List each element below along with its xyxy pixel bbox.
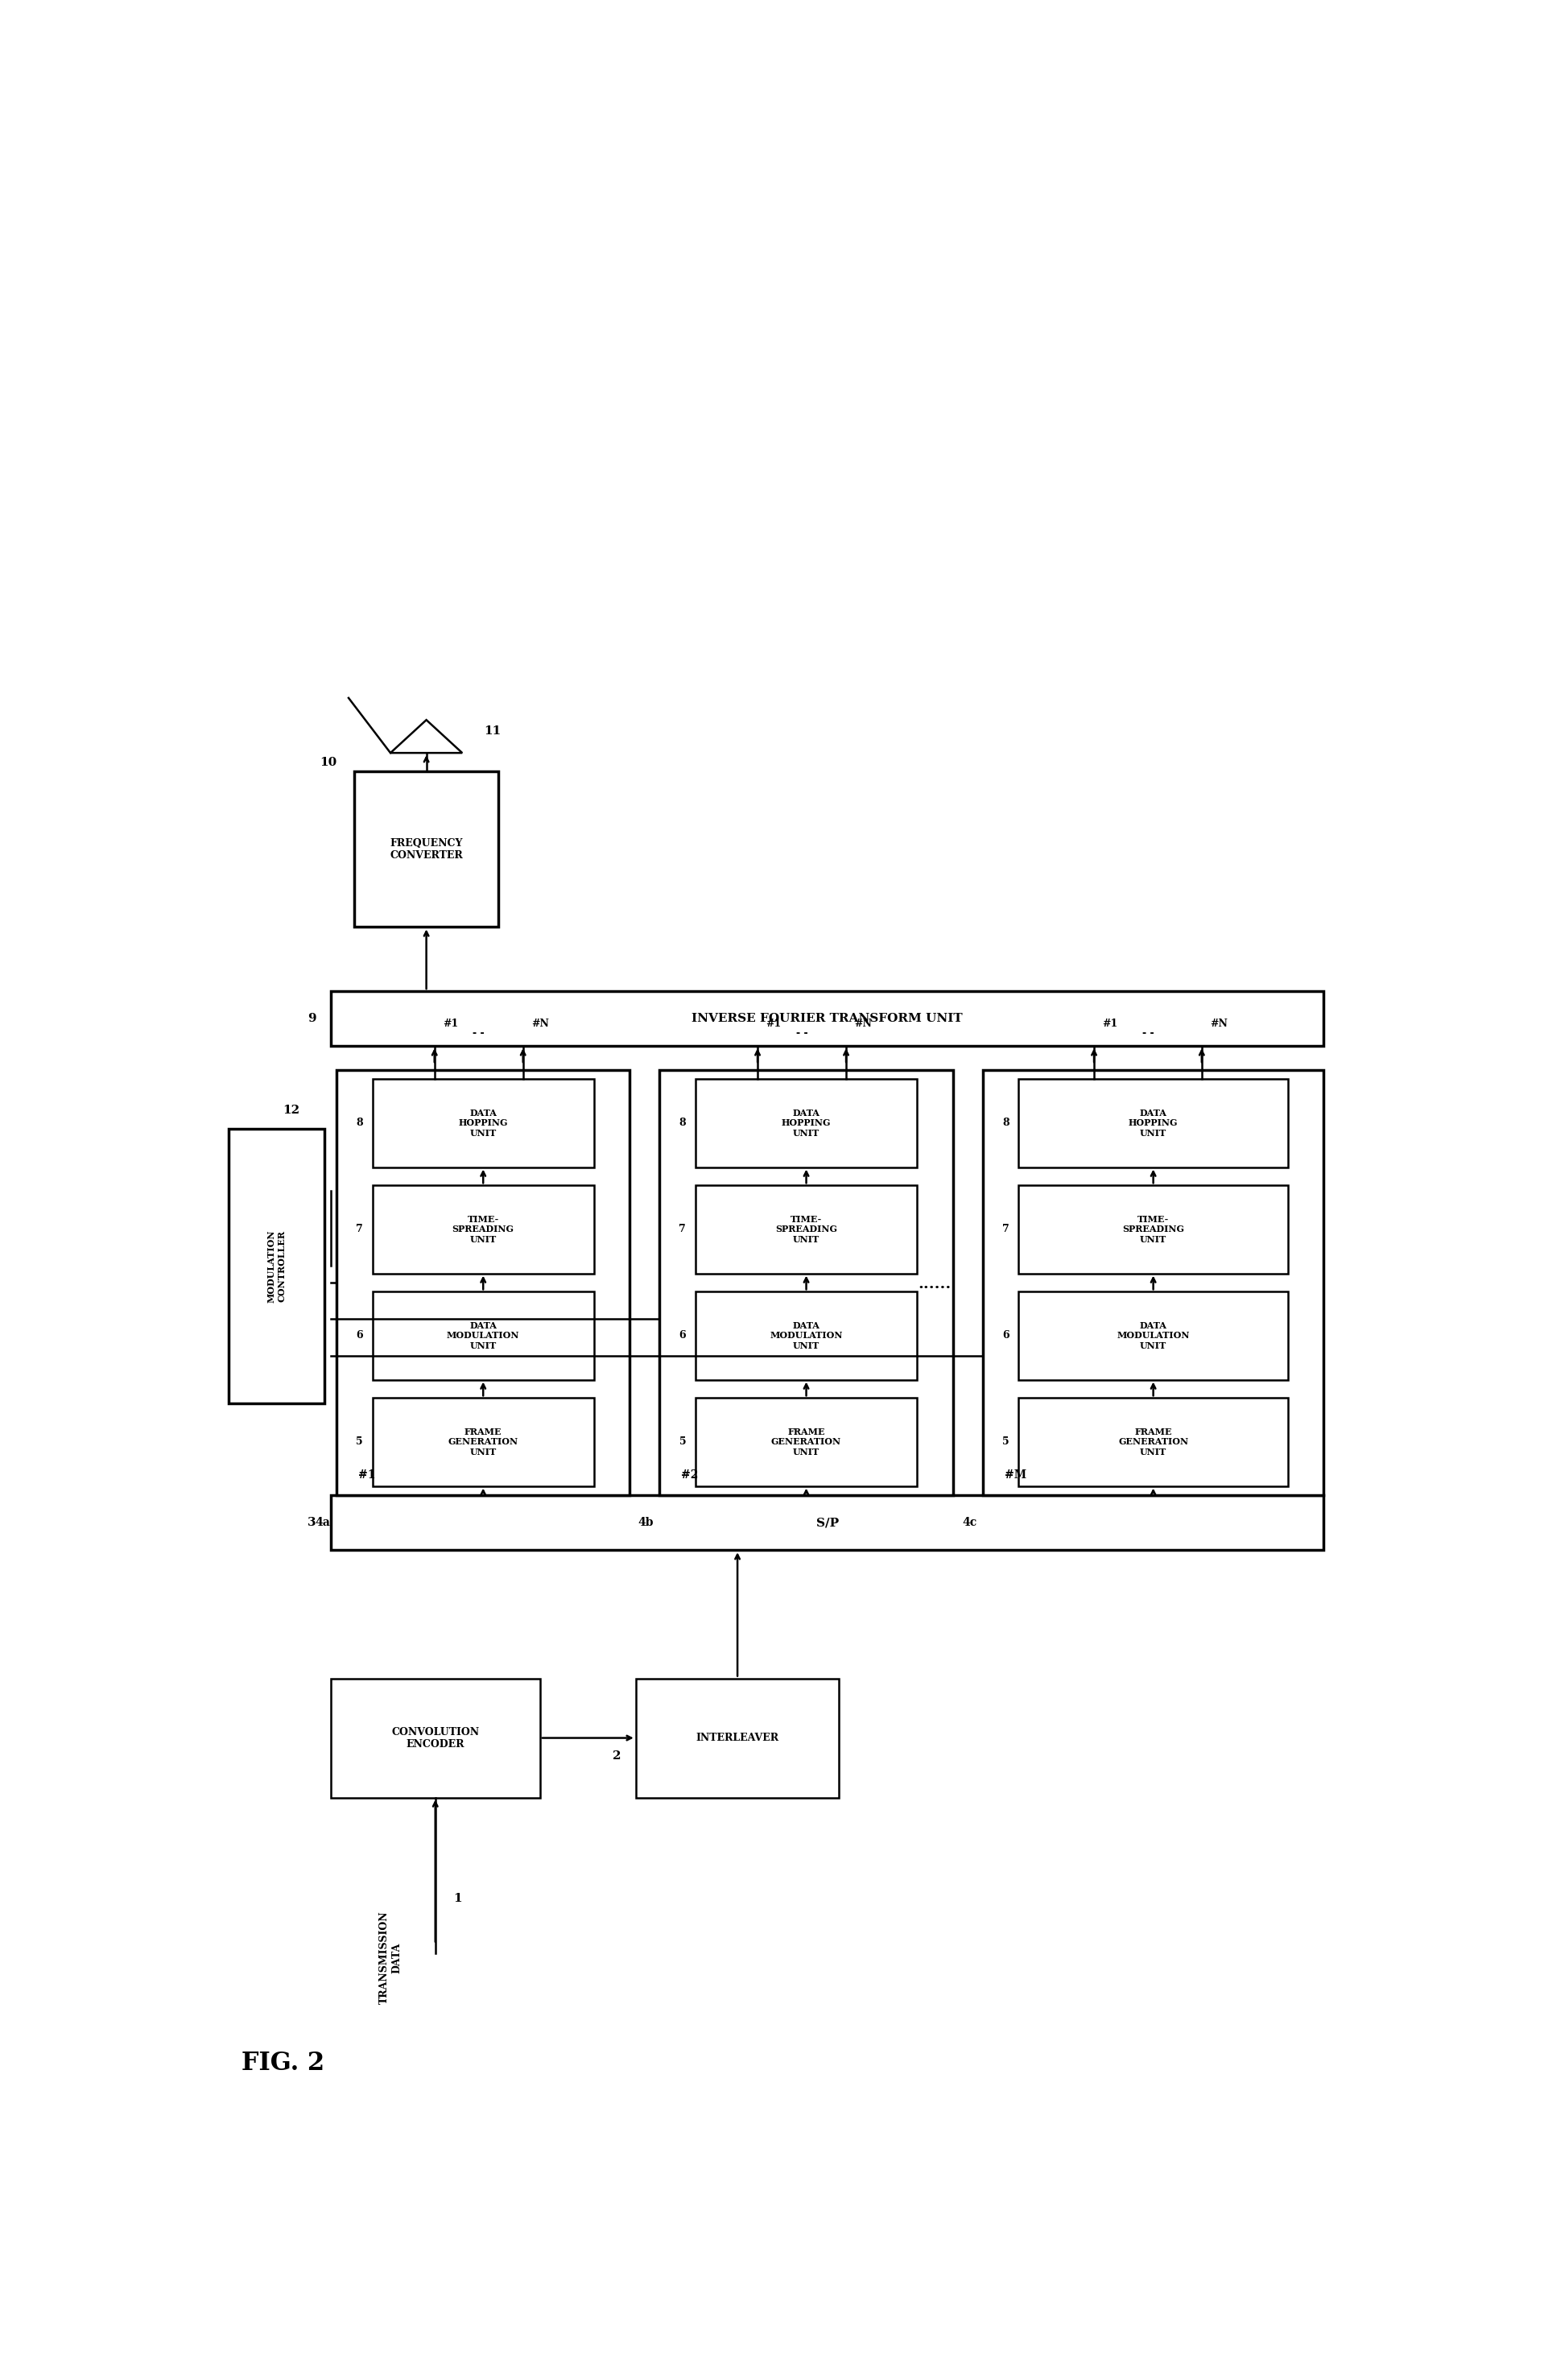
Text: 4b: 4b xyxy=(638,1516,653,1528)
Text: TIME-
SPREADING
UNIT: TIME- SPREADING UNIT xyxy=(775,1214,837,1245)
Text: #1: #1 xyxy=(443,1019,459,1031)
Bar xyxy=(1019,1185,1288,1273)
Text: FREQUENCY
CONVERTER: FREQUENCY CONVERTER xyxy=(389,838,463,862)
Bar xyxy=(696,1078,917,1166)
Text: FRAME
GENERATION
UNIT: FRAME GENERATION UNIT xyxy=(770,1428,841,1457)
Bar xyxy=(372,1078,594,1166)
Text: FIG. 2: FIG. 2 xyxy=(241,2052,324,2075)
Bar xyxy=(696,1397,917,1485)
Bar xyxy=(337,1071,630,1495)
Text: 4c: 4c xyxy=(962,1516,977,1528)
Text: 10: 10 xyxy=(320,757,337,769)
Text: #N: #N xyxy=(531,1019,550,1031)
Text: 5: 5 xyxy=(679,1438,686,1447)
Text: 6: 6 xyxy=(1002,1330,1010,1340)
Text: FRAME
GENERATION
UNIT: FRAME GENERATION UNIT xyxy=(1118,1428,1189,1457)
Text: 4a: 4a xyxy=(315,1516,330,1528)
Text: 1: 1 xyxy=(454,1892,462,1904)
Text: 6: 6 xyxy=(357,1330,363,1340)
Text: 11: 11 xyxy=(483,726,500,735)
Text: TIME-
SPREADING
UNIT: TIME- SPREADING UNIT xyxy=(1122,1214,1184,1245)
Text: DATA
HOPPING
UNIT: DATA HOPPING UNIT xyxy=(459,1109,508,1138)
Bar xyxy=(330,1678,540,1797)
Text: 5: 5 xyxy=(357,1438,363,1447)
Text: INVERSE FOURIER TRANSFORM UNIT: INVERSE FOURIER TRANSFORM UNIT xyxy=(692,1014,963,1023)
Text: INTERLEAVER: INTERLEAVER xyxy=(696,1733,780,1742)
Text: DATA
MODULATION
UNIT: DATA MODULATION UNIT xyxy=(770,1321,843,1349)
Text: #N: #N xyxy=(854,1019,872,1031)
Text: ......: ...... xyxy=(919,1278,951,1292)
Bar xyxy=(330,990,1323,1047)
Bar xyxy=(1019,1397,1288,1485)
Text: CONVOLUTION
ENCODER: CONVOLUTION ENCODER xyxy=(391,1726,479,1749)
Text: 8: 8 xyxy=(679,1119,686,1128)
Text: S/P: S/P xyxy=(815,1516,838,1528)
Bar xyxy=(355,771,499,926)
Text: FRAME
GENERATION
UNIT: FRAME GENERATION UNIT xyxy=(448,1428,519,1457)
Text: DATA
MODULATION
UNIT: DATA MODULATION UNIT xyxy=(1116,1321,1190,1349)
Bar xyxy=(1019,1078,1288,1166)
Bar xyxy=(330,1495,1323,1549)
Text: 8: 8 xyxy=(1002,1119,1010,1128)
Text: #M: #M xyxy=(1004,1468,1027,1480)
Text: 12: 12 xyxy=(283,1104,300,1116)
Bar xyxy=(372,1397,594,1485)
Text: #1: #1 xyxy=(766,1019,781,1031)
Text: 5: 5 xyxy=(1002,1438,1010,1447)
Text: #1: #1 xyxy=(358,1468,375,1480)
Text: - -: - - xyxy=(1143,1028,1153,1038)
Bar xyxy=(372,1185,594,1273)
Text: - -: - - xyxy=(472,1028,485,1038)
Text: #N: #N xyxy=(1210,1019,1227,1031)
Text: - -: - - xyxy=(797,1028,808,1038)
Text: 9: 9 xyxy=(307,1014,317,1023)
Text: DATA
MODULATION
UNIT: DATA MODULATION UNIT xyxy=(446,1321,520,1349)
Text: 7: 7 xyxy=(355,1223,363,1235)
Text: #2: #2 xyxy=(681,1468,698,1480)
Text: 3: 3 xyxy=(307,1516,317,1528)
Text: DATA
HOPPING
UNIT: DATA HOPPING UNIT xyxy=(781,1109,831,1138)
Text: TIME-
SPREADING
UNIT: TIME- SPREADING UNIT xyxy=(452,1214,514,1245)
Bar xyxy=(984,1071,1323,1495)
Text: #1: #1 xyxy=(1102,1019,1118,1031)
Bar xyxy=(696,1185,917,1273)
Bar xyxy=(372,1292,594,1380)
Text: MODULATION
CONTROLLER: MODULATION CONTROLLER xyxy=(267,1230,286,1302)
Bar xyxy=(636,1678,840,1797)
Text: 8: 8 xyxy=(357,1119,363,1128)
Bar xyxy=(1019,1292,1288,1380)
Text: 7: 7 xyxy=(679,1223,686,1235)
Text: TRANSMISSION
DATA: TRANSMISSION DATA xyxy=(380,1911,401,2004)
Text: DATA
HOPPING
UNIT: DATA HOPPING UNIT xyxy=(1129,1109,1178,1138)
Bar xyxy=(696,1292,917,1380)
Text: 7: 7 xyxy=(1002,1223,1010,1235)
Text: 2: 2 xyxy=(613,1752,621,1761)
Bar xyxy=(229,1128,324,1404)
Bar xyxy=(659,1071,953,1495)
Text: 6: 6 xyxy=(679,1330,686,1340)
